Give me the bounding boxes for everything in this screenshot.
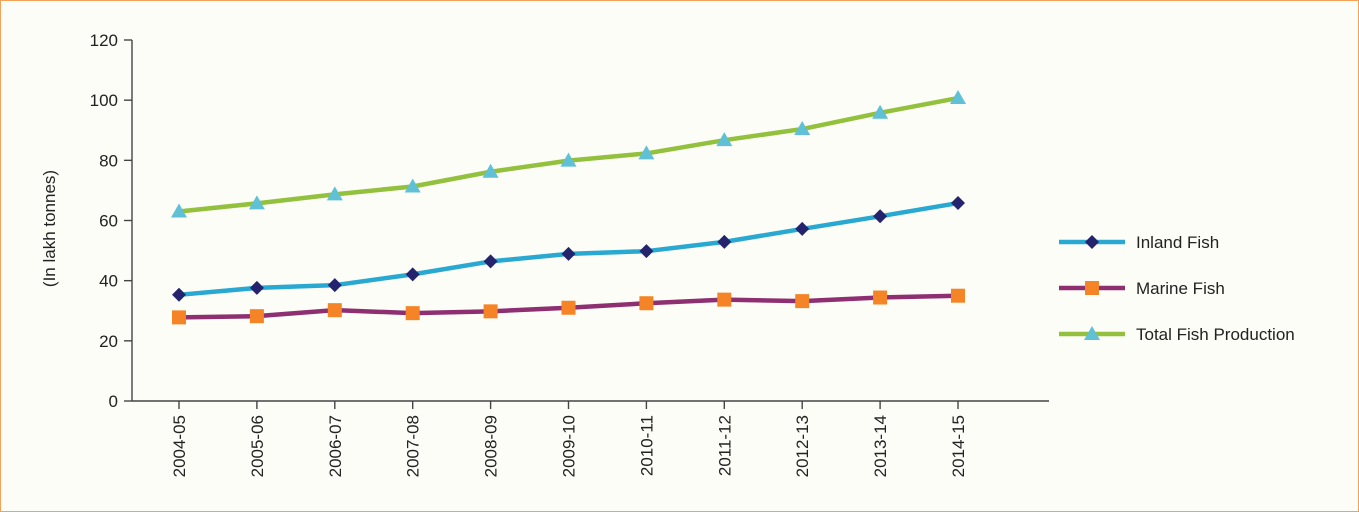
legend-marker [1084, 326, 1100, 340]
data-point [951, 288, 965, 303]
data-point [405, 306, 420, 321]
data-point [172, 287, 186, 302]
legend-label: Marine Fish [1136, 279, 1225, 298]
x-tick-label: 2004-05 [170, 415, 189, 477]
legend-marker [1085, 281, 1099, 295]
data-point [794, 121, 811, 136]
data-point [795, 294, 810, 309]
data-point [249, 309, 264, 324]
x-tick-label: 2011-12 [715, 415, 734, 476]
x-tick-label: 2006-07 [326, 415, 345, 477]
data-point [638, 145, 655, 160]
x-tick-label: 2014-15 [949, 415, 968, 477]
y-tick-label: 60 [99, 212, 118, 231]
x-tick-label: 2009-10 [560, 415, 579, 477]
data-point [483, 304, 498, 319]
data-point [405, 267, 420, 282]
data-point [639, 296, 654, 311]
series-layer [171, 90, 966, 325]
legend-label: Total Fish Production [1136, 325, 1295, 344]
data-point [795, 221, 810, 236]
data-point [326, 186, 343, 201]
x-tick-label: 2008-09 [482, 415, 501, 477]
data-point [482, 163, 499, 178]
data-point [327, 278, 342, 293]
legend-item: Total Fish Production [1059, 325, 1295, 344]
y-tick-label: 80 [99, 151, 118, 170]
data-point [717, 292, 732, 307]
data-point [560, 152, 577, 167]
data-point [872, 104, 889, 119]
data-point [717, 234, 732, 249]
x-tick-label: 2012-13 [793, 415, 812, 477]
data-point [561, 246, 576, 261]
legend-item: Marine Fish [1059, 279, 1225, 298]
y-tick-label: 0 [109, 392, 118, 411]
data-point [327, 303, 342, 318]
data-point [248, 195, 265, 210]
legend-item: Inland Fish [1059, 233, 1219, 252]
x-tick-label: 2010-11 [637, 415, 656, 476]
y-axis: 0 20 40 60 80 100 120 [90, 31, 133, 411]
series-marine-fish [172, 288, 965, 325]
legend: Inland Fish Marine Fish Total Fish Product… [1059, 233, 1295, 344]
data-point [873, 290, 888, 305]
x-tick-label: 2013-14 [871, 415, 890, 477]
data-point [950, 90, 966, 105]
data-point [639, 244, 654, 259]
series-total-fish-production [171, 90, 966, 218]
data-point [716, 132, 733, 147]
data-point [249, 280, 264, 295]
legend-marker [1085, 235, 1099, 249]
data-point [171, 203, 187, 218]
data-point [404, 178, 421, 193]
y-tick-label: 20 [99, 332, 118, 351]
data-point [951, 196, 965, 211]
y-tick-label: 100 [90, 91, 118, 110]
y-axis-title: (In lakh tonnes) [40, 170, 59, 287]
x-tick-label: 2007-08 [404, 415, 423, 477]
series-inland-fish [172, 196, 965, 302]
x-tick-label: 2005-06 [248, 415, 267, 477]
data-point [561, 300, 576, 315]
data-point [873, 209, 888, 224]
y-tick-label: 120 [90, 31, 118, 50]
data-point [483, 254, 498, 269]
legend-label: Inland Fish [1136, 233, 1219, 252]
x-axis: 2004-05 2005-06 2006-07 2007-08 2008-09 2009-… [132, 400, 1049, 477]
y-tick-label: 40 [99, 272, 118, 291]
data-point [172, 310, 186, 325]
